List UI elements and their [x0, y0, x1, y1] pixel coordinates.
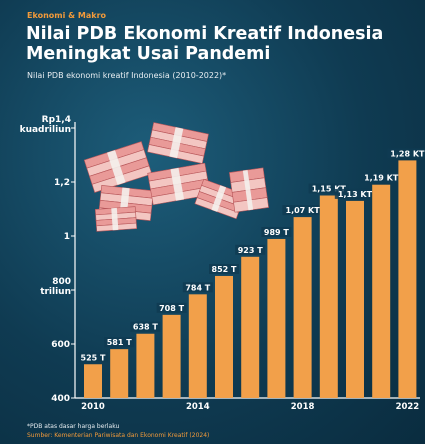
value-label-bg	[282, 205, 323, 216]
bar	[110, 349, 129, 398]
value-label-bg	[104, 337, 135, 348]
banknote-stack	[94, 206, 138, 232]
chart-title: Nilai PDB Ekonomi Kreatif Indonesia Meni…	[26, 24, 384, 64]
bar	[241, 256, 260, 398]
bar-value-label: 784 T	[185, 283, 210, 292]
value-label-bg	[334, 188, 376, 199]
banknote-stack	[83, 141, 153, 193]
value-label-bg	[209, 263, 239, 274]
x-tick-label: 2010	[81, 402, 105, 412]
footnote: *PDB atas dasar harga berlaku	[27, 423, 120, 430]
bar	[293, 217, 312, 398]
bar	[398, 160, 417, 398]
banknote-stack	[229, 167, 269, 213]
bar	[162, 314, 181, 398]
bar	[136, 333, 155, 398]
bar-value-label: 638 T	[133, 323, 158, 332]
source-note: Sumber: Kementerian Pariwisata dan Ekono…	[27, 432, 210, 439]
bar-value-label: 1,07 KT	[286, 206, 321, 215]
y-tick-label: 400	[51, 394, 70, 404]
y-tick-label: Rp1,4	[42, 115, 71, 125]
value-label-bg	[308, 183, 349, 194]
value-label-bg	[78, 352, 108, 363]
bar-value-label: 581 T	[107, 338, 132, 347]
bar-value-label: 1,28 KT	[390, 149, 425, 158]
value-label-bg	[130, 321, 161, 332]
value-label-bg	[361, 172, 402, 183]
chart-subtitle: Nilai PDB ekonomi kreatif Indonesia (201…	[27, 71, 227, 80]
bar	[267, 238, 286, 398]
x-tick-label: 2018	[291, 402, 315, 412]
bar	[319, 195, 338, 398]
banknote-stack	[147, 162, 211, 206]
bar	[84, 364, 102, 398]
bar	[346, 200, 364, 398]
bar	[215, 275, 233, 398]
value-label-bg	[387, 148, 425, 159]
bar-value-label: 525 T	[81, 353, 106, 362]
bar-value-label: 923 T	[238, 246, 263, 255]
category-label: Ekonomi & Makro	[27, 11, 107, 20]
value-label-bg	[235, 244, 266, 255]
bar-value-label: 1,15 KT	[312, 185, 347, 194]
value-label-bg	[182, 282, 213, 293]
y-tick-label: 600	[51, 340, 70, 350]
y-tick-unit: triliun	[40, 287, 71, 297]
money-stack-icon	[83, 122, 269, 232]
x-tick-label: 2022	[396, 402, 420, 412]
bar-value-label: 1,13 KT	[338, 190, 373, 199]
bar-value-label: 1,19 KT	[364, 174, 399, 183]
y-tick-label: 1	[64, 232, 70, 242]
y-tick-label: 800	[52, 277, 71, 287]
bar-value-label: 708 T	[159, 304, 184, 313]
y-tick-unit: kuadriliun	[20, 125, 71, 135]
value-label-bg	[261, 226, 292, 237]
bar-value-label: 852 T	[212, 265, 237, 274]
y-tick-label: 1,2	[54, 178, 70, 188]
x-tick-label: 2014	[186, 402, 210, 412]
banknote-stack	[147, 122, 209, 164]
bar	[188, 294, 207, 398]
value-label-bg	[156, 302, 187, 313]
bar	[372, 184, 391, 398]
bar-value-label: 989 T	[264, 228, 289, 237]
